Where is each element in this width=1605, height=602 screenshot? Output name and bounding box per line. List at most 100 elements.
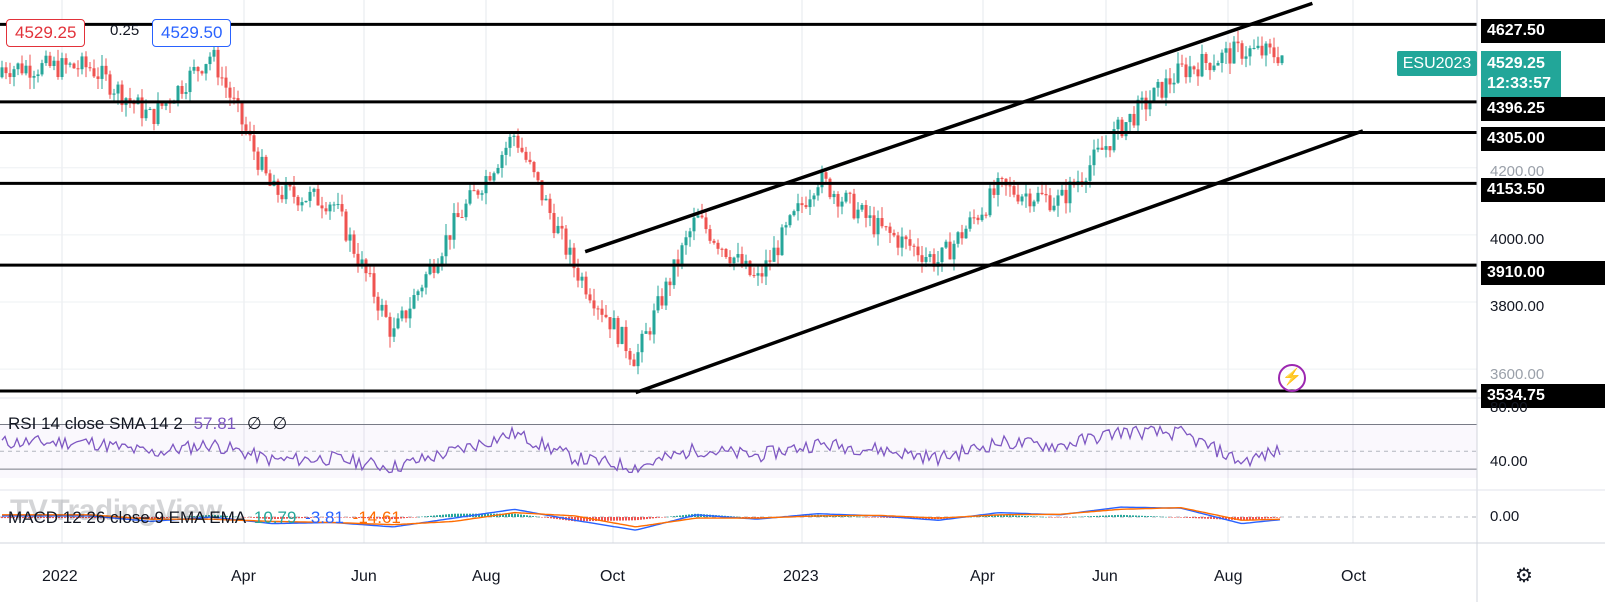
- macd-histogram-bar: [1267, 517, 1269, 519]
- level-tag-3534[interactable]: 3534.75: [1481, 384, 1605, 408]
- macd-legend[interactable]: MACD 12 26 close 9 EMA EMA 10.79 -3.81 -…: [8, 508, 401, 528]
- macd-histogram-bar: [667, 516, 669, 518]
- candle-body: [1252, 47, 1256, 49]
- candle-body: [1216, 63, 1220, 66]
- candle-body: [24, 65, 28, 74]
- macd-histogram-bar: [208, 514, 210, 517]
- macd-histogram-bar: [418, 516, 420, 518]
- rsi-legend[interactable]: RSI 14 close SMA 14 2 57.81 ∅ ∅: [8, 414, 287, 434]
- spread-value: 0.25: [110, 22, 140, 39]
- macd-histogram-bar: [1081, 516, 1083, 518]
- candle-body: [512, 135, 516, 137]
- macd-histogram-bar: [91, 517, 93, 519]
- macd-histogram-bar: [1279, 517, 1281, 518]
- candle-body: [908, 239, 912, 246]
- macd-histogram-bar: [502, 513, 504, 517]
- candle-body: [756, 273, 760, 276]
- candle-body: [1112, 129, 1116, 151]
- candle-body: [436, 265, 440, 273]
- macd-histogram-bar: [1126, 515, 1128, 517]
- watermark-logo-icon: TV: [10, 494, 48, 527]
- candle-body: [572, 247, 576, 269]
- macd-histogram-bar: [1243, 517, 1245, 521]
- macd-histogram-bar: [16, 517, 18, 519]
- level-tag-4305[interactable]: 4305.00: [1481, 127, 1605, 151]
- horizontal-levels[interactable]: [0, 22, 1477, 393]
- ask-price-box[interactable]: 4529.50: [152, 19, 232, 47]
- macd-histogram-bar: [1090, 516, 1092, 517]
- candle-body: [912, 245, 916, 247]
- macd-histogram-bar: [676, 515, 678, 517]
- macd-histogram-bar: [574, 517, 576, 522]
- level-tag-4153[interactable]: 4153.50: [1481, 178, 1605, 202]
- macd-histogram-bar: [514, 513, 516, 517]
- macd-histogram-bar: [1030, 516, 1032, 517]
- macd-histogram-bar: [202, 515, 204, 517]
- candle-body: [292, 186, 296, 197]
- price-tick-3600: 3600.00: [1490, 366, 1545, 383]
- macd-histogram-bar: [25, 517, 27, 519]
- trend-channel[interactable]: [584, 1, 1364, 395]
- macd-histogram-bar: [70, 517, 72, 519]
- candle-body: [540, 180, 544, 201]
- candle-body: [560, 225, 564, 229]
- candle-body: [40, 63, 44, 75]
- candle-body: [264, 156, 268, 174]
- macd-histogram-bar: [1069, 517, 1071, 518]
- macd-histogram-bar: [1261, 517, 1263, 519]
- macd-histogram-bar: [379, 517, 381, 519]
- macd-histogram-bar: [1042, 516, 1044, 518]
- macd-histogram-bar: [1054, 517, 1056, 518]
- candle-body: [796, 203, 800, 212]
- level-tag-3910[interactable]: 3910.00: [1481, 261, 1605, 285]
- candle-body: [900, 236, 904, 248]
- candle-body: [392, 328, 396, 337]
- level-tag-4627[interactable]: 4627.50: [1481, 19, 1605, 43]
- candle-body: [536, 172, 540, 181]
- time-label-aug-2023: Aug: [1214, 568, 1243, 585]
- symbol-tag[interactable]: ESU2023: [1397, 51, 1477, 76]
- macd-histogram-bar: [478, 513, 480, 517]
- candle-body: [1036, 192, 1040, 202]
- macd-histogram-bar: [121, 517, 123, 519]
- candle-body: [916, 246, 920, 256]
- macd-histogram-bar: [505, 513, 507, 517]
- candle-body: [588, 294, 592, 301]
- macd-histogram-bar: [1120, 514, 1122, 517]
- candle-body: [1256, 45, 1260, 48]
- macd-histogram-bar: [1258, 517, 1260, 520]
- macd-histogram-bar: [283, 517, 285, 519]
- candle-body: [108, 74, 112, 95]
- level-tag-4396[interactable]: 4396.25: [1481, 97, 1605, 121]
- candle-body: [328, 204, 332, 212]
- settings-icon[interactable]: ⚙: [1515, 565, 1533, 587]
- candle-body: [640, 333, 644, 353]
- macd-histogram-bar: [1177, 517, 1179, 518]
- candle-body: [360, 259, 364, 266]
- macd-histogram-bar: [484, 513, 486, 517]
- candle-body: [996, 178, 1000, 195]
- macd-histogram-bar: [46, 517, 48, 519]
- lightning-icon[interactable]: ⚡: [1278, 364, 1306, 392]
- level-tag-text: 4153.50: [1487, 181, 1545, 198]
- macd-histogram-bar: [526, 515, 528, 517]
- candle-body: [1016, 194, 1020, 202]
- candle-body: [848, 192, 852, 194]
- macd-histogram-bar: [733, 516, 735, 517]
- macd-histogram-bar: [646, 517, 648, 520]
- candle-body: [956, 232, 960, 244]
- macd-histogram-bar: [427, 516, 429, 517]
- candle-body: [80, 56, 84, 70]
- macd-histogram-bar: [169, 517, 171, 518]
- candle-body: [972, 217, 976, 219]
- bid-price-box[interactable]: 4529.25: [6, 19, 86, 47]
- candle-body: [568, 247, 572, 255]
- macd-axis-0: 0.00: [1490, 508, 1520, 525]
- candle-body: [624, 326, 628, 352]
- macd-legend-name: MACD 12 26 close 9 EMA EMA: [8, 508, 246, 527]
- macd-histogram-bar: [1111, 515, 1113, 517]
- macd-histogram-bar: [352, 517, 354, 518]
- macd-histogram-bar: [1000, 514, 1002, 517]
- macd-histogram-bar: [322, 517, 324, 518]
